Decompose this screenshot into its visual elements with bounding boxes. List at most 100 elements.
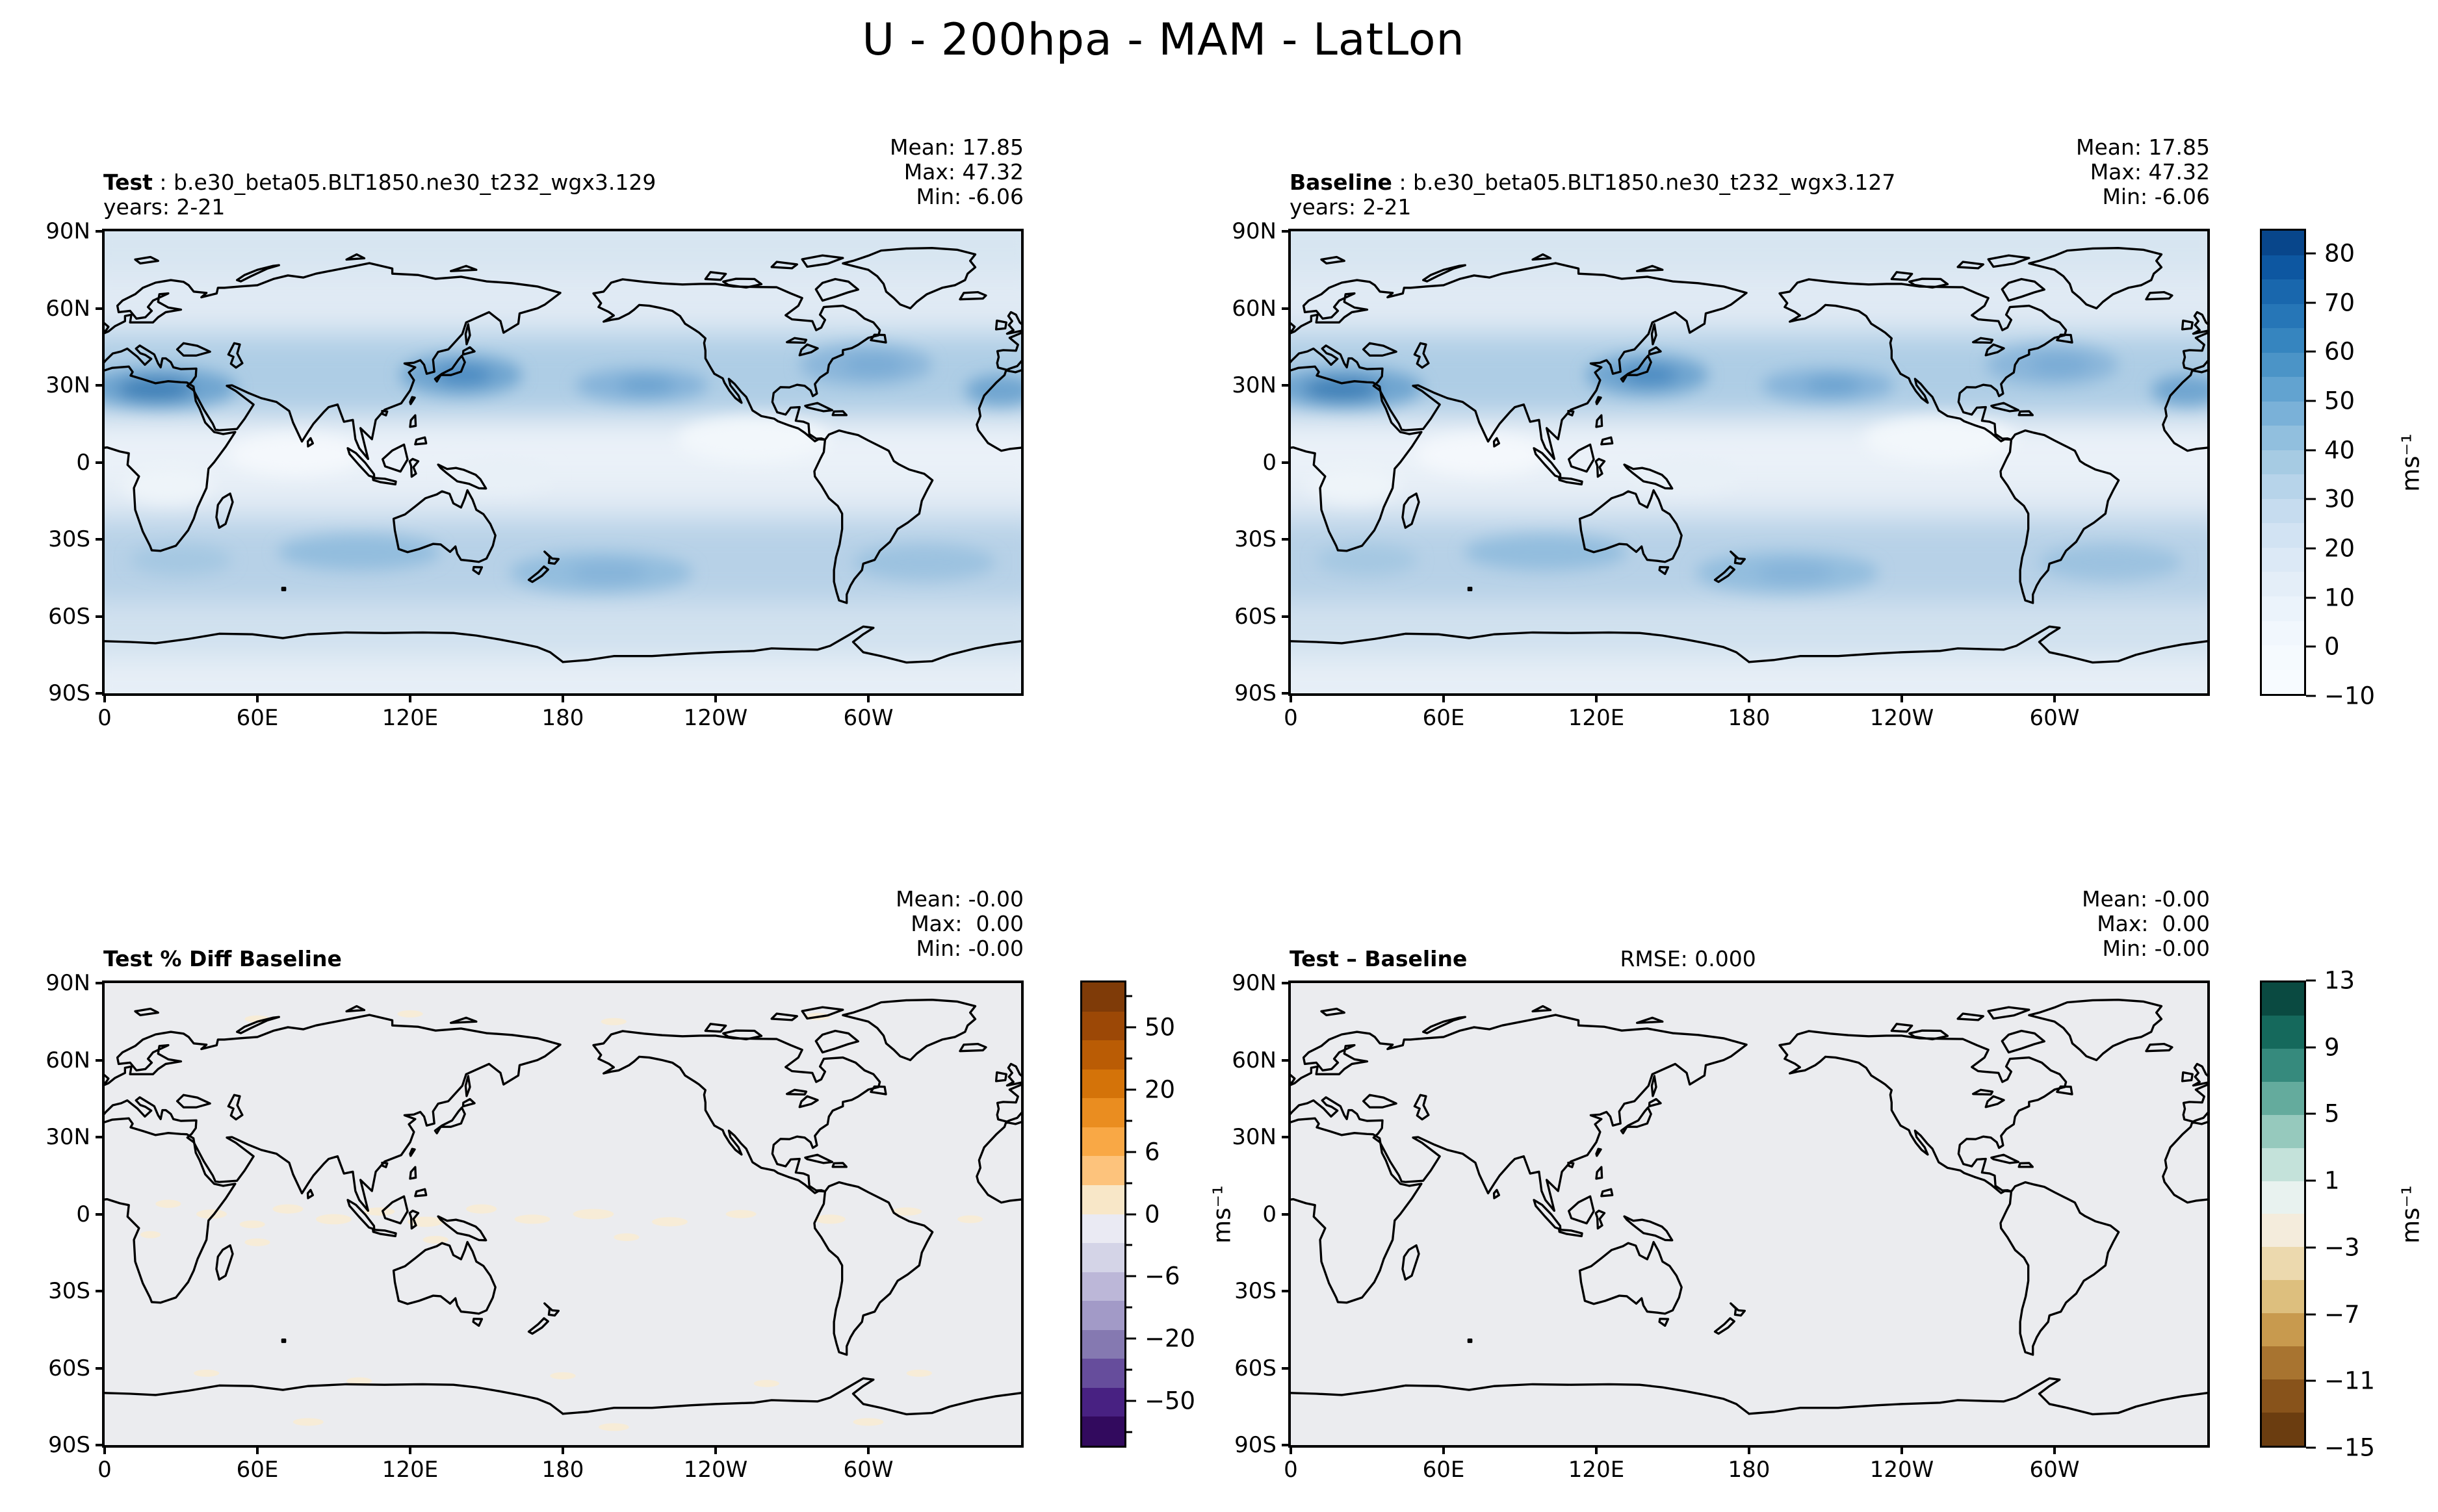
colorbar-minor-tick-mark bbox=[1126, 1368, 1132, 1371]
x-tick-mark bbox=[1748, 693, 1750, 702]
colorbar-tick-mark bbox=[1126, 1213, 1136, 1215]
map-baseline: 0 60E 120E 180 120W 60W 90N 60N 30N 0 30S 60S 90S bbox=[1232, 218, 2210, 731]
x-tick-label: 60W bbox=[843, 705, 894, 731]
colorbar-segment bbox=[1082, 1185, 1124, 1214]
y-tick-mark bbox=[1282, 461, 1291, 464]
colorbar-segment bbox=[2262, 669, 2304, 695]
colorbar-tick-mark bbox=[1126, 1337, 1136, 1340]
colorbar-pct: ms⁻¹ 50 20 6 0 −6 −20 −50 bbox=[1080, 980, 1236, 1448]
colorbar-tick-label: 60 bbox=[2324, 337, 2355, 366]
colorbar-segment bbox=[2262, 474, 2304, 499]
colorbar-segment bbox=[1082, 1301, 1124, 1330]
x-tick-label: 120E bbox=[1568, 705, 1625, 731]
colorbar-segment bbox=[2262, 352, 2304, 378]
x-tick-mark bbox=[1442, 693, 1445, 702]
panel-header-baseline: Baseline : b.e30_beta05.BLT1850.ne30_t23… bbox=[1288, 135, 2210, 224]
colorbar-segment bbox=[2262, 328, 2304, 353]
y-tick-label: 90N bbox=[45, 218, 90, 244]
colorbar-tick-label: −50 bbox=[1145, 1387, 1196, 1415]
y-tick-label: 60S bbox=[48, 1355, 90, 1381]
colorbar-segment bbox=[2262, 1048, 2304, 1082]
y-tick-label: 90S bbox=[1234, 1432, 1277, 1458]
y-tick-mark bbox=[96, 1058, 105, 1062]
y-tick-mark bbox=[1282, 1136, 1291, 1138]
colorbar-segment bbox=[1082, 1156, 1124, 1185]
colorbar-tick-label: 70 bbox=[2324, 288, 2355, 317]
panel-title-test-run: : b.e30_beta05.BLT1850.ne30_t232_wgx3.12… bbox=[152, 170, 656, 195]
x-tick-mark bbox=[867, 693, 870, 702]
x-tick-mark bbox=[103, 1445, 106, 1454]
colorbar-tick-label: 40 bbox=[2324, 436, 2355, 465]
x-tick-mark bbox=[2053, 693, 2056, 702]
panel-stats-pctdiff: Mean: -0.00 Max: 0.00 Min: -0.00 bbox=[896, 887, 1024, 961]
colorbar-segment bbox=[1082, 1127, 1124, 1157]
colorbar-tick-label: 13 bbox=[2324, 966, 2355, 995]
y-tick-mark bbox=[1282, 538, 1291, 541]
stat-mean: Mean: -0.00 bbox=[2082, 886, 2210, 912]
y-tick-mark bbox=[1282, 1290, 1291, 1292]
colorbar-segment bbox=[2262, 1247, 2304, 1281]
y-tick-label: 90S bbox=[48, 680, 90, 706]
y-tick-label: 30S bbox=[48, 526, 90, 552]
y-tick-mark bbox=[96, 461, 105, 464]
stat-mean: Mean: 17.85 bbox=[2076, 135, 2210, 160]
colorbar-segment bbox=[2262, 572, 2304, 596]
panel-title-diff: Test – Baseline bbox=[1290, 946, 1468, 971]
colorbar-tick-label: 20 bbox=[1145, 1075, 1176, 1104]
x-tick-mark bbox=[1290, 693, 1292, 702]
x-tick-label: 60W bbox=[843, 1457, 894, 1483]
colorbar-minor-tick-mark bbox=[1126, 995, 1132, 997]
colorbar-tick-label: −11 bbox=[2324, 1366, 2376, 1395]
x-tick-mark bbox=[256, 693, 259, 702]
panel-years-baseline: years: 2-21 bbox=[1290, 194, 1412, 220]
colorbar-segment bbox=[2262, 645, 2304, 670]
stat-min: Min: -6.06 bbox=[916, 184, 1024, 209]
colorbar-tick-label: 0 bbox=[1145, 1200, 1160, 1228]
x-tick-mark bbox=[562, 693, 564, 702]
x-tick-mark bbox=[714, 1445, 717, 1454]
y-tick-mark bbox=[96, 538, 105, 541]
colorbar-segment bbox=[2262, 1081, 2304, 1115]
y-tick-label: 60S bbox=[48, 603, 90, 630]
colorbar-diff: ms⁻¹ 13 9 5 1 −3 −7 −11 −15 bbox=[2260, 967, 2425, 1462]
panel-title-pctdiff: Test % Diff Baseline bbox=[103, 946, 342, 971]
colorbar-diff-unit: ms⁻¹ bbox=[2396, 1185, 2425, 1244]
y-tick-label: 60N bbox=[45, 1047, 90, 1073]
stat-mean: Mean: -0.00 bbox=[896, 886, 1024, 912]
colorbar-segment bbox=[2262, 1214, 2304, 1248]
panel-stats-diff: Mean: -0.00 Max: 0.00 Min: -0.00 bbox=[2082, 887, 2210, 961]
x-tick-label: 60W bbox=[2029, 1457, 2080, 1483]
panel-years-test: years: 2-21 bbox=[103, 194, 226, 220]
panel-title-baseline-run: : b.e30_beta05.BLT1850.ne30_t232_wgx3.12… bbox=[1392, 170, 1896, 195]
y-tick-mark bbox=[96, 1290, 105, 1292]
x-tick-label: 120E bbox=[1568, 1457, 1625, 1483]
x-tick-label: 120W bbox=[1869, 1457, 1934, 1483]
colorbar-segment bbox=[2262, 1147, 2304, 1181]
y-tick-label: 90S bbox=[48, 1432, 90, 1458]
stat-min: Min: -6.06 bbox=[2102, 184, 2210, 209]
colorbar-tick-mark bbox=[1126, 1088, 1136, 1091]
colorbar-tick-mark bbox=[1126, 1400, 1136, 1402]
map-baseline-svg bbox=[1291, 231, 2207, 693]
map-test-svg bbox=[105, 231, 1021, 693]
x-tick-label: 0 bbox=[1284, 705, 1298, 731]
x-tick-label: 120E bbox=[382, 1457, 439, 1483]
colorbar-segment bbox=[1082, 1387, 1124, 1417]
colorbar-segment bbox=[2262, 498, 2304, 524]
colorbar-segment bbox=[2262, 450, 2304, 475]
colorbar-tick-mark bbox=[2306, 498, 2316, 500]
colorbar-tick-mark bbox=[2306, 1379, 2316, 1382]
panel-stats-test: Mean: 17.85 Max: 47.32 Min: -6.06 bbox=[890, 135, 1024, 209]
colorbar-tick-mark bbox=[2306, 979, 2316, 982]
colorbar-segment bbox=[2262, 279, 2304, 304]
colorbar-tick-mark bbox=[2306, 547, 2316, 550]
colorbar-segment bbox=[2262, 547, 2304, 572]
x-tick-mark bbox=[256, 1445, 259, 1454]
y-tick-mark bbox=[96, 615, 105, 618]
colorbar-pct-unit: ms⁻¹ bbox=[1208, 1185, 1236, 1244]
y-tick-label: 0 bbox=[76, 1201, 90, 1227]
x-tick-mark bbox=[1900, 693, 1903, 702]
map-pctdiff: 0 60E 120E 180 120W 60W 90N 60N 30N 0 30S 60S 90S bbox=[45, 970, 1024, 1483]
colorbar-tick-mark bbox=[1126, 1151, 1136, 1153]
y-tick-mark bbox=[1282, 692, 1291, 695]
